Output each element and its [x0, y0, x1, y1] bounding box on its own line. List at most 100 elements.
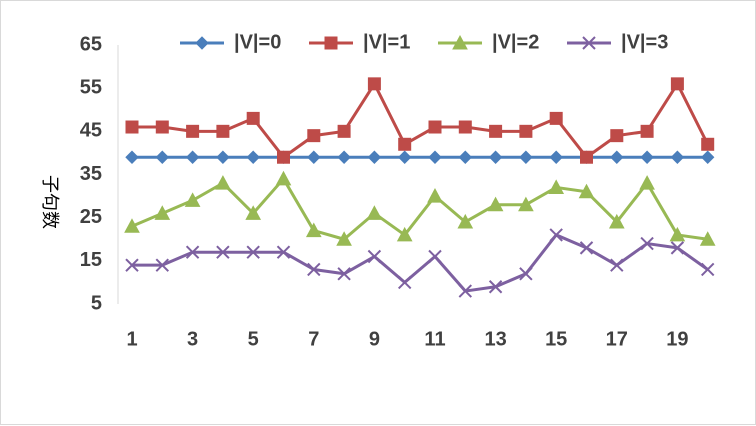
data-point	[337, 124, 351, 138]
data-point	[549, 228, 563, 242]
x-tick-labels: 1 3 5 7 9 11 13 15 17 19	[126, 328, 688, 350]
legend-marker	[582, 36, 596, 50]
series-line	[132, 82, 710, 159]
data-point	[608, 213, 625, 229]
data-point	[428, 249, 442, 264]
legend: |V|=0 |V|=1 |V|=2 |V|=3	[180, 31, 668, 53]
data-point	[276, 245, 291, 259]
series-1	[125, 77, 715, 164]
data-point	[428, 120, 442, 134]
data-point	[457, 213, 474, 229]
data-point	[337, 150, 351, 164]
data-point	[427, 188, 443, 203]
data-point	[519, 150, 533, 164]
data-point	[640, 236, 654, 251]
legend-item: |V|=0	[180, 31, 281, 53]
series-line	[132, 233, 709, 293]
data-point	[487, 196, 504, 212]
data-point	[246, 150, 260, 164]
data-point	[246, 245, 260, 259]
data-point	[610, 258, 624, 272]
data-point	[458, 150, 473, 164]
data-point	[124, 218, 140, 233]
data-point	[277, 150, 290, 164]
data-point	[185, 245, 200, 259]
data-point	[610, 129, 624, 143]
data-point	[610, 150, 624, 164]
data-point	[246, 111, 260, 125]
data-point	[428, 150, 442, 164]
data-point	[669, 226, 686, 242]
data-point	[458, 284, 473, 298]
data-point	[367, 249, 382, 264]
legend-label: |V|=2	[492, 31, 539, 53]
data-point	[275, 170, 292, 186]
legend-item: |V|=2	[438, 31, 539, 53]
legend-marker	[324, 36, 338, 50]
y-tick-label: 15	[80, 249, 102, 271]
data-point	[398, 137, 412, 151]
legend-label: |V|=3	[621, 31, 668, 53]
data-point	[519, 267, 533, 281]
data-point	[701, 137, 715, 151]
data-point	[578, 183, 595, 199]
legend-marker	[452, 34, 468, 50]
data-point	[336, 231, 352, 246]
data-point	[125, 120, 139, 134]
data-point	[397, 150, 412, 164]
data-point	[367, 150, 382, 164]
data-point	[215, 175, 231, 190]
data-point	[549, 111, 563, 125]
data-point	[185, 150, 200, 164]
data-point	[579, 241, 594, 255]
data-point	[699, 231, 716, 246]
y-tick-label: 5	[91, 292, 102, 314]
legend-item: |V|=1	[309, 31, 410, 53]
data-point	[155, 258, 170, 272]
data-point	[580, 150, 593, 164]
y-tick-label: 25	[80, 206, 102, 228]
data-point	[367, 77, 381, 91]
data-point	[186, 124, 200, 138]
series-3	[125, 228, 715, 298]
data-point	[366, 205, 383, 220]
x-tick-label: 13	[484, 328, 506, 350]
data-point	[397, 275, 412, 290]
legend-label: |V|=0	[234, 31, 281, 53]
data-point	[488, 150, 503, 164]
data-point	[549, 150, 563, 164]
data-point	[700, 262, 715, 277]
data-point	[155, 120, 169, 134]
data-point	[307, 129, 321, 143]
legend-label: |V|=1	[363, 31, 410, 53]
data-point	[670, 150, 685, 164]
x-tick-label: 1	[126, 328, 137, 350]
data-point	[216, 245, 230, 259]
x-tick-label: 19	[666, 328, 688, 350]
x-tick-label: 11	[424, 328, 445, 350]
y-tick-label: 45	[80, 120, 102, 142]
data-point	[639, 175, 655, 190]
series-0	[125, 150, 715, 164]
x-tick-label: 9	[369, 328, 380, 350]
data-point	[396, 226, 413, 242]
x-tick-label: 17	[606, 328, 628, 350]
data-point	[125, 150, 139, 164]
x-tick-label: 5	[248, 328, 259, 350]
y-axis-label: 子句数	[39, 175, 60, 229]
data-point	[458, 120, 472, 134]
data-point	[670, 241, 685, 255]
data-point	[700, 150, 715, 164]
data-point	[640, 124, 654, 138]
legend-marker	[195, 36, 209, 50]
data-point	[640, 150, 654, 164]
x-tick-label: 3	[187, 328, 198, 350]
data-point	[184, 192, 201, 207]
data-point	[305, 222, 322, 238]
x-tick-label: 7	[308, 328, 319, 350]
series	[124, 77, 716, 298]
data-point	[216, 150, 230, 164]
y-tick-label: 65	[80, 33, 102, 55]
